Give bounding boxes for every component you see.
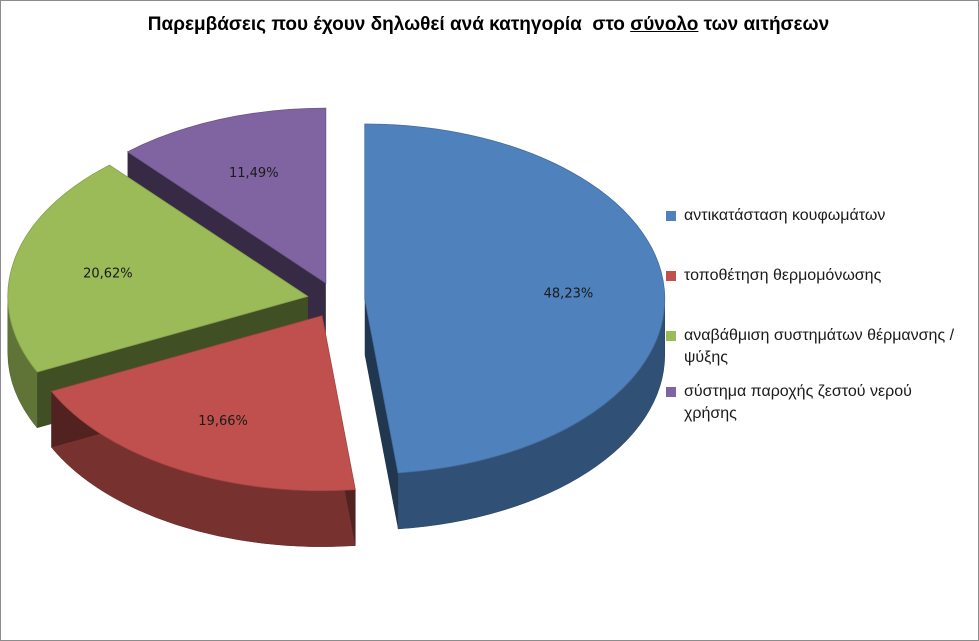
pie-slice bbox=[364, 123, 666, 530]
slice-data-label: 48,23% bbox=[544, 286, 594, 301]
slice-data-label: 20,62% bbox=[83, 267, 133, 282]
slice-data-label: 11,49% bbox=[229, 166, 279, 181]
pie-slice bbox=[50, 315, 356, 547]
legend-item: αναβάθμιση συστημάτων θέρμανσης / ψύξης bbox=[664, 325, 964, 369]
legend-label: αναβάθμιση συστημάτων θέρμανσης / ψύξης bbox=[684, 327, 955, 366]
legend-label: αντικατάσταση κουφωμάτων bbox=[684, 207, 886, 224]
chart-title: Παρεμβάσεις που έχουν δηλωθεί ανά κατηγο… bbox=[147, 14, 830, 35]
slice-data-label: 19,66% bbox=[198, 414, 248, 429]
legend-swatch bbox=[666, 387, 676, 397]
legend-item: αντικατάσταση κουφωμάτων bbox=[664, 205, 964, 227]
legend-swatch bbox=[666, 331, 676, 341]
legend-swatch bbox=[666, 271, 676, 281]
chart-legend: αντικατάσταση κουφωμάτων τοποθέτηση θερμ… bbox=[664, 205, 964, 425]
legend-item: σύστημα παροχής ζεστού νερού χρήσης bbox=[664, 381, 964, 425]
legend-swatch bbox=[666, 211, 676, 221]
legend-label: τοποθέτηση θερμομόνωσης bbox=[684, 267, 882, 284]
legend-item: τοποθέτηση θερμομόνωσης bbox=[664, 265, 964, 287]
legend-label: σύστημα παροχής ζεστού νερού χρήσης bbox=[684, 383, 912, 422]
